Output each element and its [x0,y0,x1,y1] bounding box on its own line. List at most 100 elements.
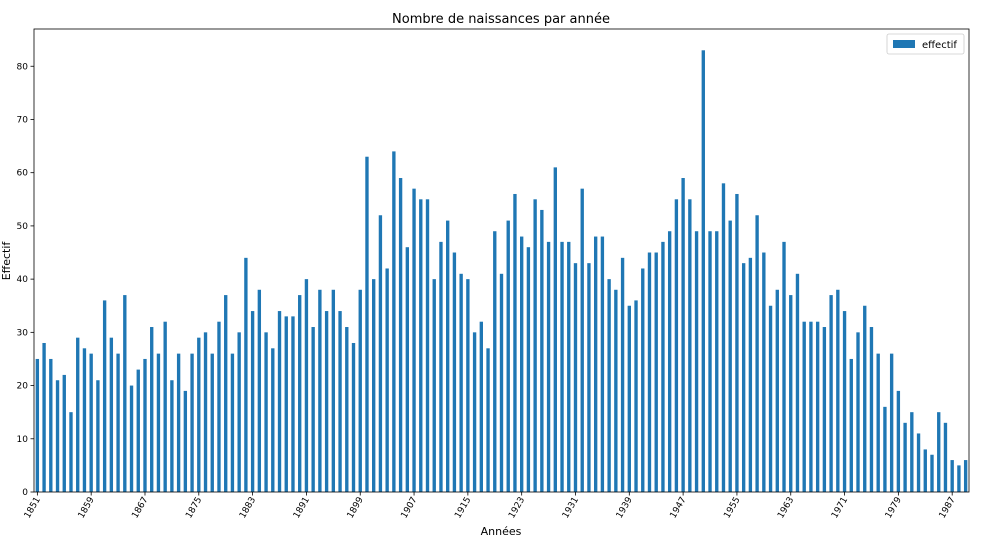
bar-1853 [49,358,53,492]
x-tick-label-1867: 1867 [130,496,150,521]
bar-1883 [250,311,255,492]
bar-1866 [136,369,140,492]
bar-1922 [513,193,517,493]
bar-1942 [647,252,652,492]
y-tick-label: 10 [17,435,29,445]
bar-1952 [715,231,719,493]
bar-1964 [795,273,800,492]
x-tick-label-1963: 1963 [776,496,796,521]
bar-1877 [210,353,214,492]
x-tick-label-1971: 1971 [830,496,850,521]
bar-1912 [446,220,450,492]
y-tick-label: 80 [17,62,29,72]
y-tick-label: 30 [17,328,29,338]
bar-1903 [385,268,389,492]
bar-1953 [721,183,726,492]
bar-1943 [654,252,658,492]
bar-1858 [82,348,87,492]
bar-1900 [365,156,369,492]
legend: effectif [886,33,965,55]
bar-1970 [836,289,840,492]
bar-1976 [876,353,880,492]
bar-1919 [493,231,497,493]
bar-1931 [573,263,578,492]
bar-1873 [183,390,188,492]
bar-1935 [600,236,605,492]
bar-1908 [419,199,423,493]
bar-1939 [627,305,631,492]
bar-1927 [546,241,551,492]
bar-1977 [883,406,887,492]
bar-1852 [42,342,46,492]
bar-1904 [392,151,396,492]
bar-1868 [150,327,154,492]
bar-1875 [197,337,201,492]
bar-1941 [641,268,645,492]
bar-1891 [304,279,309,492]
bar-1968 [822,327,827,492]
bar-1988 [957,465,961,492]
bar-1985 [937,412,941,492]
bar-1962 [782,241,786,492]
bar-1880 [230,353,235,492]
bar-1905 [398,178,403,492]
bar-1980 [903,422,907,492]
y-axis: 0 10 20 30 40 50 60 70 80 [17,62,34,498]
bar-1897 [345,327,349,492]
y-tick-label: 0 [22,488,28,498]
bar-1982 [916,433,921,492]
y-tick-label: 70 [17,115,29,125]
bar-1896 [338,311,342,492]
bar-1923 [520,236,524,492]
bar-1947 [681,178,685,492]
bar-1920 [499,273,504,492]
bar-1928 [553,167,557,492]
bar-1969 [829,295,833,492]
bar-1933 [587,263,591,492]
bar-1975 [869,327,874,492]
bar-1911 [439,241,443,492]
bar-1916 [472,332,477,492]
bar-1885 [264,332,268,492]
bar-1948 [688,199,692,493]
x-tick-label-1891: 1891 [292,496,312,521]
bar-1855 [62,374,66,492]
bar-1965 [802,321,806,492]
bar-1940 [634,300,638,492]
y-tick-label: 40 [17,275,29,285]
x-tick-label-1955: 1955 [722,496,742,521]
x-tick-label-1947: 1947 [669,496,689,521]
bar-1863 [116,353,120,492]
bar-1986 [943,422,948,492]
x-tick-label-1915: 1915 [453,496,473,521]
bar-1861 [102,300,107,492]
bar-1893 [318,289,322,492]
x-axis: 1851 1859 1867 1875 1883 1891 1899 1907 1915 1923… [23,492,958,520]
bar-1914 [459,273,463,492]
chart-title: Nombre de naissances par année [392,12,610,27]
bar-1930 [567,241,571,492]
bar-1917 [479,321,483,492]
x-tick-label-1931: 1931 [561,496,581,521]
bar-1934 [593,236,598,492]
x-tick-label-1923: 1923 [507,496,527,521]
x-tick-label-1859: 1859 [77,495,97,520]
bar-1937 [614,289,618,492]
bar-1960 [768,305,773,492]
bar-1946 [674,199,679,493]
x-tick-label-1883: 1883 [238,496,258,521]
bar-1864 [123,295,127,492]
legend-box [886,33,965,55]
bar-1870 [163,321,167,492]
bar-1978 [889,353,894,492]
bar-1901 [372,279,376,492]
bar-1954 [728,220,732,492]
x-tick-label-1907: 1907 [400,496,420,521]
bar-1957 [748,257,753,492]
bar-1989 [963,460,968,492]
bar-1857 [76,337,80,492]
bar-1862 [109,337,114,492]
bar-1888 [284,316,288,492]
